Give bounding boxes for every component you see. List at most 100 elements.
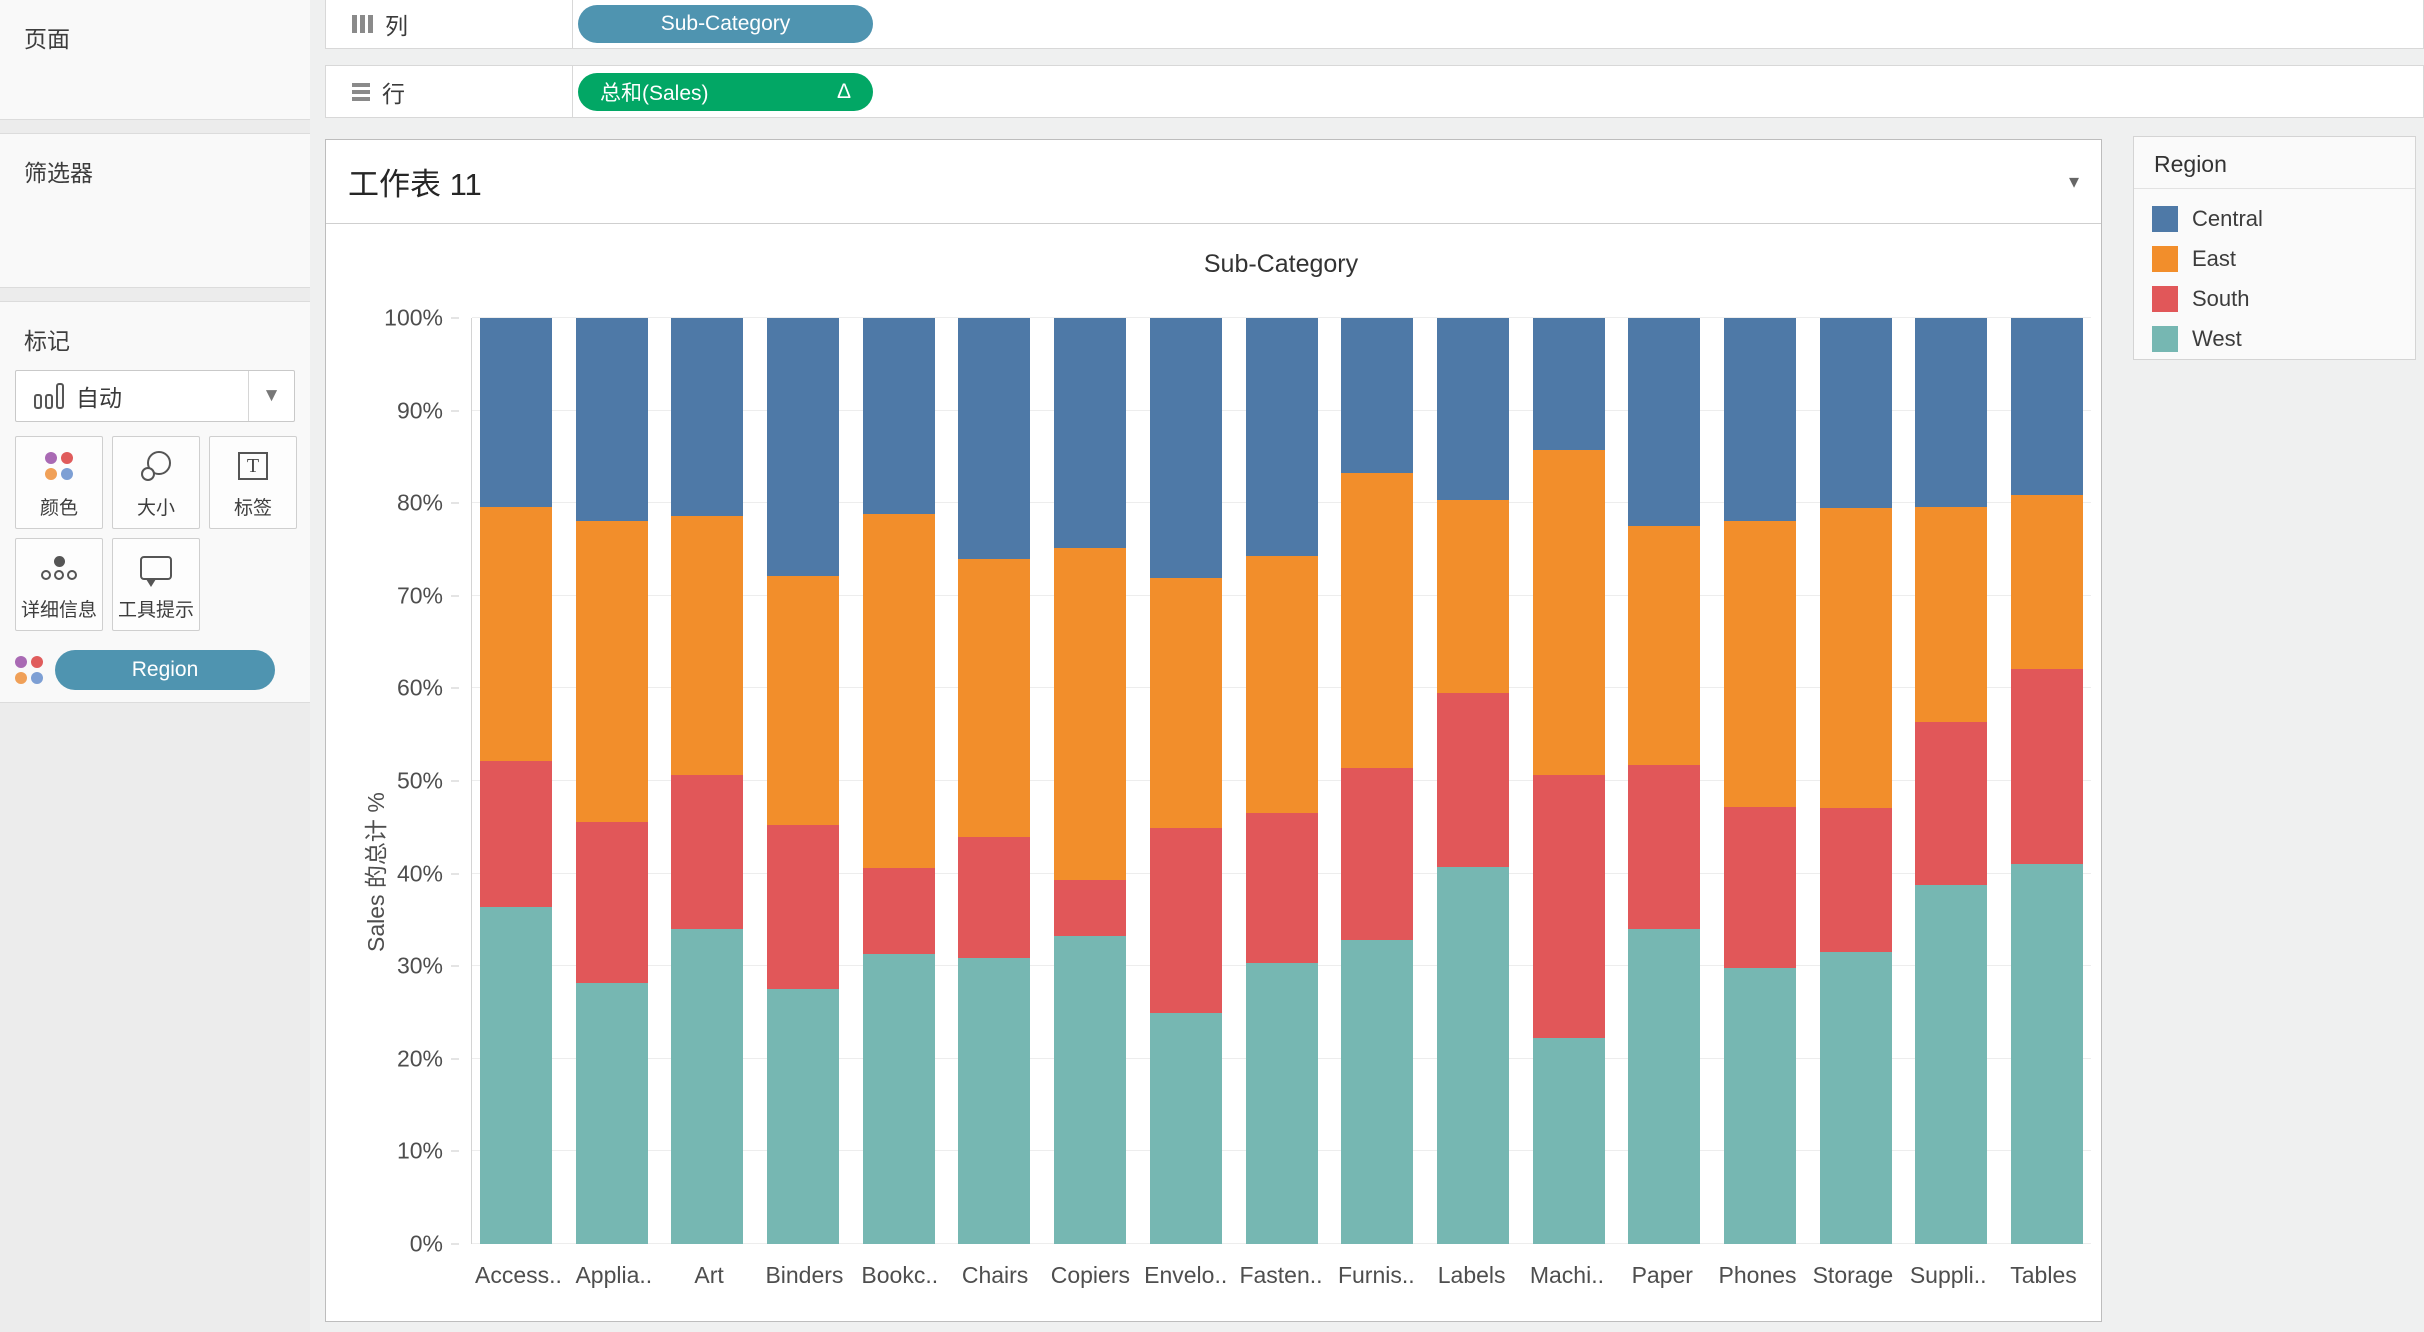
bar-segment-south[interactable] — [1149, 828, 1222, 1013]
region-color-pill[interactable]: Region — [55, 650, 275, 690]
bar-segment-west[interactable] — [1915, 884, 1988, 1244]
bar-segment-west[interactable] — [767, 989, 840, 1244]
size-button[interactable]: 大小 — [112, 436, 200, 529]
bar-segment-east[interactable] — [671, 516, 744, 776]
bar-segment-central[interactable] — [958, 318, 1031, 559]
bar-segment-south[interactable] — [480, 760, 552, 907]
bar-segment-south[interactable] — [1532, 775, 1605, 1038]
y-tick-label: 20% — [397, 1045, 459, 1072]
bar-segment-central[interactable] — [767, 318, 840, 577]
filters-shelf[interactable]: 筛选器 — [0, 133, 310, 288]
bar-segment-central[interactable] — [1054, 318, 1127, 548]
bar-segment-west[interactable] — [2011, 864, 2083, 1244]
pages-shelf[interactable]: 页面 — [0, 0, 310, 120]
bar-segment-east[interactable] — [767, 576, 840, 826]
y-tick-label: 90% — [397, 397, 459, 424]
bar-segment-south[interactable] — [862, 868, 935, 955]
bar-segment-west[interactable] — [862, 954, 935, 1244]
bar-segment-central[interactable] — [862, 318, 935, 515]
bar-segment-south[interactable] — [1819, 807, 1892, 953]
sub-category-pill[interactable]: Sub-Category — [578, 5, 873, 43]
bar-segment-south[interactable] — [1628, 765, 1701, 930]
bar-segment-east[interactable] — [1723, 520, 1796, 807]
color-shelf-icon — [15, 656, 43, 684]
bar-segment-west[interactable] — [958, 957, 1031, 1244]
legend-item-south[interactable]: South — [2152, 279, 2415, 319]
bar-applia — [575, 318, 648, 1244]
bar-segment-central[interactable] — [1723, 318, 1796, 521]
color-button[interactable]: 颜色 — [15, 436, 103, 529]
columns-icon — [352, 15, 373, 33]
bar-segment-east[interactable] — [1532, 449, 1605, 776]
columns-shelf[interactable]: 列 Sub-Category — [325, 0, 2424, 49]
bar-segment-central[interactable] — [1245, 318, 1318, 556]
bar-segment-south[interactable] — [1054, 880, 1127, 936]
bar-segment-west[interactable] — [1149, 1012, 1222, 1244]
y-tick-label: 70% — [397, 582, 459, 609]
bar-segment-west[interactable] — [575, 982, 648, 1244]
bar-segment-east[interactable] — [1054, 547, 1127, 881]
bar-segment-south[interactable] — [958, 836, 1031, 958]
bar-segment-south[interactable] — [1245, 812, 1318, 964]
bar-segment-east[interactable] — [862, 514, 935, 869]
bar-segment-south[interactable] — [1341, 768, 1414, 941]
bar-segment-central[interactable] — [1436, 318, 1509, 500]
bar-segment-east[interactable] — [1915, 506, 1988, 722]
legend-item-east[interactable]: East — [2152, 239, 2415, 279]
bar-segment-east[interactable] — [958, 558, 1031, 837]
bar-segment-west[interactable] — [671, 929, 744, 1244]
bar-segment-central[interactable] — [671, 318, 744, 517]
bar-segment-east[interactable] — [1436, 499, 1509, 694]
x-axis-label: Fasten.. — [1239, 1262, 1323, 1288]
bar-segment-east[interactable] — [2011, 494, 2083, 669]
bar-segment-central[interactable] — [575, 318, 648, 521]
x-axis-label: Binders — [765, 1262, 844, 1288]
bar-segment-east[interactable] — [1819, 507, 1892, 808]
y-axis: Sales 的总计 % 0% 10% 20% 30% 40% 50% 60% 70% 80% 90… — [326, 305, 459, 1257]
bar-segment-east[interactable] — [575, 520, 648, 822]
color-swatch — [2152, 206, 2178, 232]
bar-segment-east[interactable] — [1149, 578, 1222, 829]
bar-segment-west[interactable] — [1628, 929, 1701, 1244]
bar-segment-east[interactable] — [1245, 556, 1318, 813]
detail-button[interactable]: 详细信息 — [15, 538, 103, 631]
legend-item-west[interactable]: West — [2152, 319, 2415, 359]
chevron-down-icon[interactable]: ▼ — [248, 371, 294, 421]
bar-segment-south[interactable] — [575, 821, 648, 983]
bar-segment-central[interactable] — [1628, 318, 1701, 527]
bar-segment-west[interactable] — [1436, 867, 1509, 1244]
bar-segment-west[interactable] — [1341, 940, 1414, 1244]
legend-item-central[interactable]: Central — [2152, 199, 2415, 239]
bar-segment-central[interactable] — [2011, 318, 2083, 495]
bar-segment-central[interactable] — [1915, 318, 1988, 507]
label-button[interactable]: T 标签 — [209, 436, 297, 529]
bar-segment-south[interactable] — [1723, 806, 1796, 969]
rows-shelf[interactable]: 行 总和(Sales) Δ — [325, 65, 2424, 118]
bar-segment-central[interactable] — [1819, 318, 1892, 508]
bar-segment-south[interactable] — [1436, 693, 1509, 868]
bar-segment-east[interactable] — [1628, 526, 1701, 766]
tooltip-button[interactable]: 工具提示 — [112, 538, 200, 631]
legend-item-label: South — [2192, 286, 2250, 311]
bar-segment-west[interactable] — [1054, 935, 1127, 1244]
detail-icon — [41, 556, 77, 580]
bar-segment-central[interactable] — [1149, 318, 1222, 579]
bar-segment-east[interactable] — [480, 506, 552, 761]
bar-segment-west[interactable] — [1819, 952, 1892, 1244]
bar-segment-central[interactable] — [1341, 318, 1414, 473]
bar-binders — [767, 318, 840, 1244]
bar-segment-south[interactable] — [1915, 721, 1988, 885]
bar-segment-west[interactable] — [1532, 1037, 1605, 1244]
mark-type-dropdown[interactable]: 自动 ▼ — [15, 370, 295, 422]
bar-segment-south[interactable] — [767, 825, 840, 990]
bar-segment-east[interactable] — [1341, 472, 1414, 769]
bar-segment-west[interactable] — [480, 906, 552, 1244]
bar-segment-central[interactable] — [1532, 318, 1605, 450]
sum-sales-pill[interactable]: 总和(Sales) Δ — [578, 72, 873, 111]
bar-segment-south[interactable] — [2011, 668, 2083, 865]
bar-segment-south[interactable] — [671, 775, 744, 930]
bar-segment-central[interactable] — [480, 318, 552, 507]
bar-segment-west[interactable] — [1723, 968, 1796, 1244]
worksheet-menu-caret-icon[interactable]: ▾ — [2068, 171, 2079, 193]
bar-segment-west[interactable] — [1245, 963, 1318, 1244]
